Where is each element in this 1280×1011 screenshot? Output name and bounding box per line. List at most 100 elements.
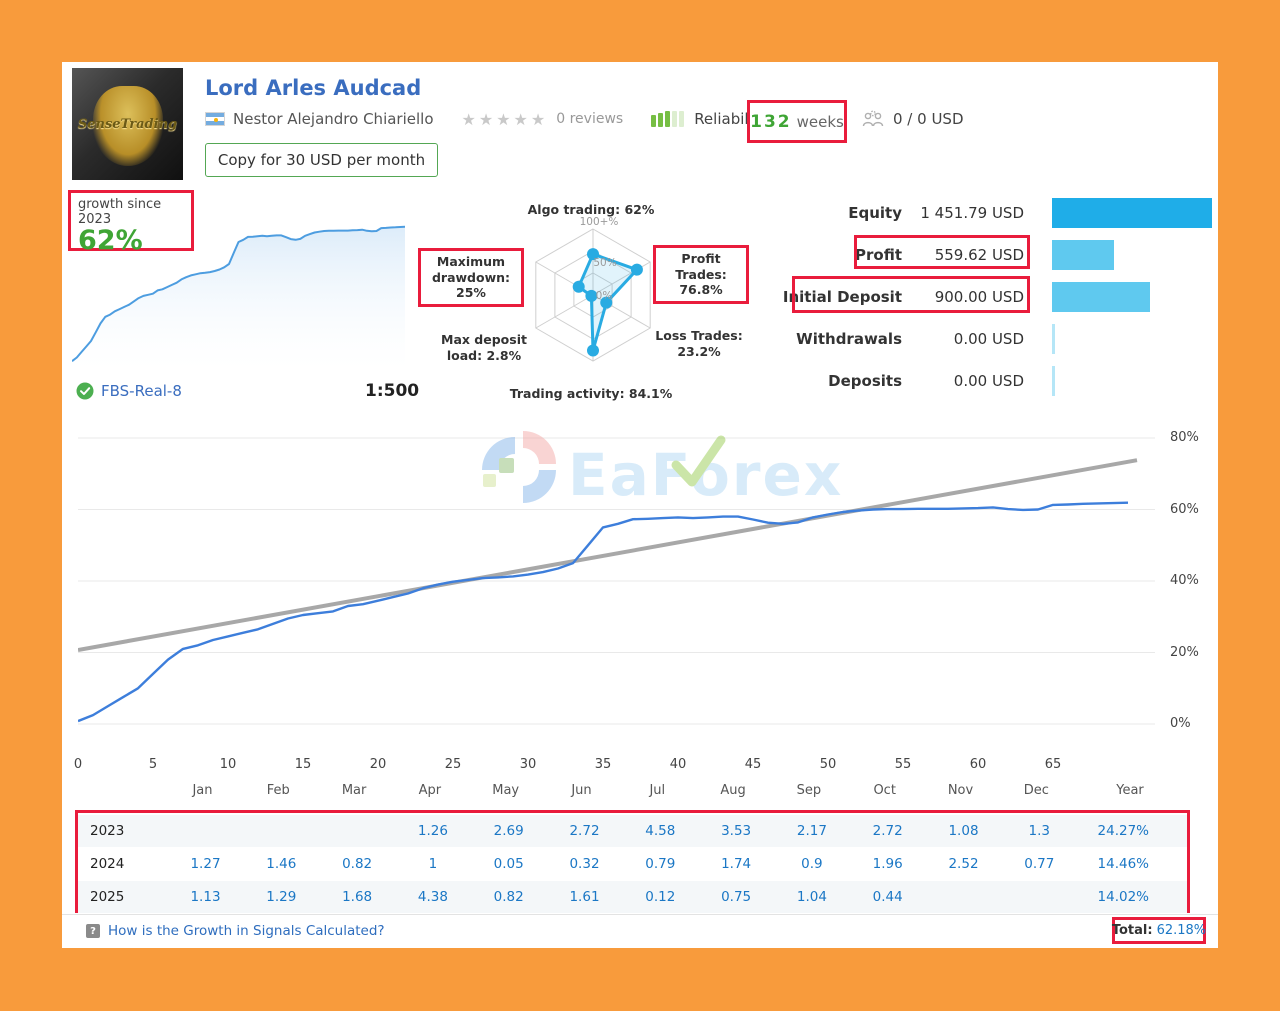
stat-value: 1 451.79 USD <box>920 204 1024 222</box>
account-stats: Equity 1 451.79 USD Profit 559.62 USD Initia… <box>752 192 1218 402</box>
month-label: Sep <box>796 783 822 798</box>
verified-check-icon <box>76 382 94 400</box>
growth-label: growth since 2023 <box>78 197 162 227</box>
stat-label: Initial Deposit <box>782 288 902 306</box>
month-label: Jul <box>649 783 666 798</box>
table-cell: 1 <box>428 856 438 872</box>
stat-value: 0.00 USD <box>953 372 1024 390</box>
table-cell: 1.61 <box>569 889 600 905</box>
stat-label: Deposits <box>828 372 902 390</box>
table-cell: 2.72 <box>872 823 903 839</box>
stat-row: Equity 1 451.79 USD <box>752 192 1218 234</box>
x-axis-tick: 0 <box>73 757 83 772</box>
svg-text:EaForex: EaForex <box>568 441 843 509</box>
svg-text:0%: 0% <box>596 290 613 302</box>
stat-bar <box>1052 324 1055 354</box>
people-icon <box>862 110 884 127</box>
stat-bar <box>1052 366 1055 396</box>
month-label: Aug <box>720 783 746 798</box>
total-highlight-box: Total: 62.18% <box>1112 917 1206 944</box>
table-cell: 2.52 <box>948 856 979 872</box>
month-label: Apr <box>418 783 442 798</box>
table-cell: 1.27 <box>190 856 221 872</box>
x-axis-tick: 60 <box>969 757 987 772</box>
x-axis-tick: 5 <box>148 757 158 772</box>
subscribers-value: 0 / 0 USD <box>893 110 964 128</box>
table-year-total: 14.02% <box>1097 889 1149 905</box>
table-row-2024: 2024 1.27 1.46 0.82 1 0.05 0.32 0.79 1.74 0.9 1.96… <box>78 848 1187 880</box>
stat-label: Profit <box>855 246 902 264</box>
table-cell: 1.74 <box>721 856 752 872</box>
svg-text:100+%: 100+% <box>580 216 619 228</box>
table-cell: 0.75 <box>721 889 752 905</box>
initial-deposit-highlight-box <box>792 276 1030 313</box>
y-axis-label: 0% <box>1170 716 1191 731</box>
weeks-value: 132 <box>750 111 792 132</box>
radar-label-max-deposit-load: Max deposit load: 2.8% <box>441 332 527 363</box>
growth-help-link-row[interactable]: ? How is the Growth in Signals Calculate… <box>86 923 385 939</box>
x-axis-tick: 45 <box>744 757 762 772</box>
radar-chart: 100+% 50% 0% <box>535 216 651 362</box>
growth-help-link[interactable]: How is the Growth in Signals Calculated? <box>108 923 385 939</box>
weeks-highlight-box: 132 weeks <box>747 100 847 143</box>
rating-stars-icon: ★★★★★ <box>461 109 549 129</box>
month-label: Mar <box>341 783 367 798</box>
radar-label-algo-trading: Algo trading: 62% <box>527 202 655 217</box>
y-axis-label: 40% <box>1170 573 1199 588</box>
table-cell: 0.05 <box>493 856 524 872</box>
author-row: Nestor Alejandro Chiariello ★★★★★ 0 revi… <box>205 108 767 130</box>
y-axis-label: 80% <box>1170 430 1199 445</box>
month-label: Feb <box>266 783 290 798</box>
month-label: May <box>492 783 520 798</box>
x-axis-tick: 15 <box>294 757 312 772</box>
stat-bar <box>1052 282 1150 312</box>
y-axis-label: 60% <box>1170 501 1199 517</box>
table-cell: 1.68 <box>342 889 373 905</box>
table-cell: 1.29 <box>266 889 297 905</box>
reviews-count[interactable]: 0 reviews <box>556 111 624 127</box>
table-cell: 0.44 <box>872 889 903 905</box>
month-label: Jan <box>192 783 213 798</box>
server-name[interactable]: FBS-Real-8 <box>101 382 182 400</box>
table-cell: 0.77 <box>1024 856 1055 872</box>
month-label: Jun <box>571 783 592 798</box>
table-cell: 4.58 <box>645 823 676 839</box>
table-row-2025: 2025 1.13 1.29 1.68 4.38 0.82 1.61 0.12 0.75 1.04… <box>78 881 1187 913</box>
table-year: 2025 <box>90 889 125 905</box>
month-label: Dec <box>1023 783 1049 798</box>
leverage-value: 1:500 <box>365 381 420 401</box>
y-axis-label: 20% <box>1170 644 1199 660</box>
radar-label-profit-trades-text: Profit Trades: 76.8% <box>675 251 727 298</box>
year-column-label: Year <box>1116 783 1144 798</box>
stat-value: 0.00 USD <box>953 330 1024 348</box>
stat-label: Equity <box>848 204 902 222</box>
weeks-unit: weeks <box>796 112 844 131</box>
table-row-2023: 2023 1.26 2.69 2.72 4.58 3.53 2.17 2.72 1.08 1.3 2… <box>78 815 1187 847</box>
table-cell: 0.82 <box>493 889 524 905</box>
copy-signal-button[interactable]: Copy for 30 USD per month <box>205 143 438 177</box>
page-title: Lord Arles Audcad <box>205 76 422 100</box>
table-cell: 1.96 <box>872 856 903 872</box>
table-cell: 1.3 <box>1028 823 1051 839</box>
table-year-total: 14.46% <box>1097 856 1149 872</box>
profit-highlight-box <box>854 235 1030 269</box>
radar-label-max-drawdown-text: Maximum drawdown: 25% <box>431 254 511 301</box>
author-name[interactable]: Nestor Alejandro Chiariello <box>233 110 434 128</box>
stat-label: Withdrawals <box>796 330 902 348</box>
month-label: Nov <box>947 783 974 798</box>
signal-card: SenseTrading Lord Arles Audcad Nestor Al… <box>62 62 1218 948</box>
stat-row: Deposits 0.00 USD <box>752 360 1218 402</box>
subscribers-row: 0 / 0 USD <box>861 110 964 128</box>
x-axis-tick: 25 <box>444 757 462 772</box>
stat-bar <box>1052 198 1212 228</box>
total-value: 62.18% <box>1156 923 1207 938</box>
table-year: 2023 <box>90 823 125 839</box>
month-label: Oct <box>873 783 896 798</box>
x-axis-tick: 55 <box>894 757 912 772</box>
table-cell: 2.72 <box>569 823 600 839</box>
radar-label-max-drawdown: Maximum drawdown: 25% <box>418 248 524 307</box>
table-cell: 1.08 <box>948 823 979 839</box>
table-year: 2024 <box>90 856 125 872</box>
table-cell: 0.9 <box>801 856 823 872</box>
x-axis-tick: 65 <box>1044 757 1062 772</box>
